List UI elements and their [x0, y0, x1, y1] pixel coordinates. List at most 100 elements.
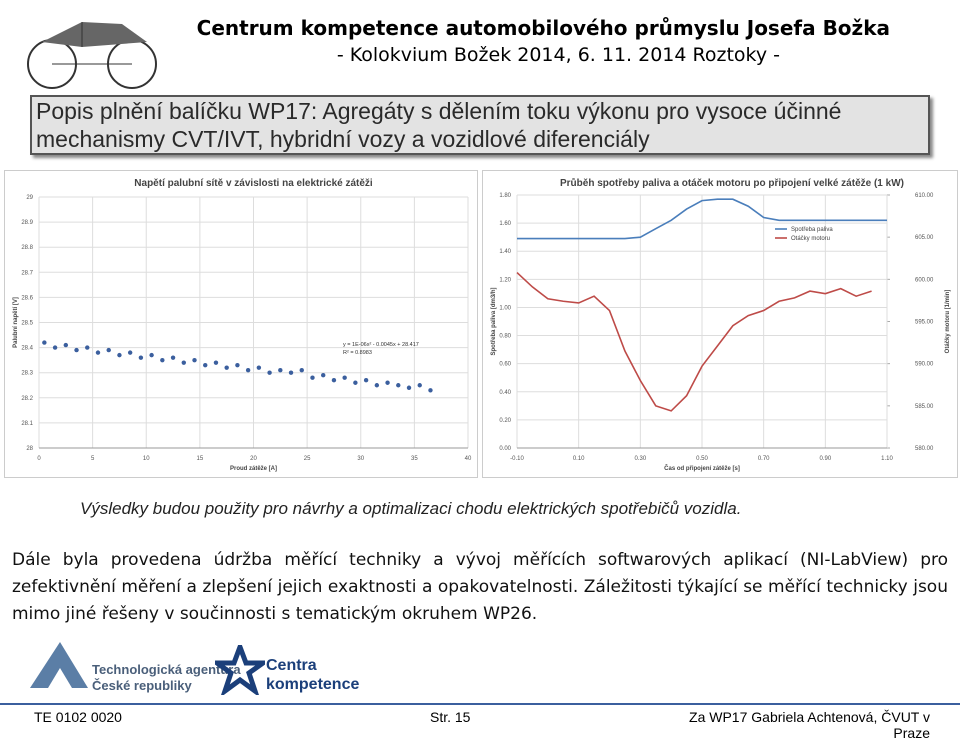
- x-axis-label: Proud zátěže [A]: [230, 466, 277, 472]
- point: [203, 362, 208, 368]
- point: [321, 373, 326, 378]
- y-tick-label: 28.7: [21, 270, 33, 276]
- x-tick-label: 0: [37, 456, 41, 462]
- tacr-text: Technologická agentura České republiky: [92, 662, 241, 694]
- point: [406, 385, 412, 390]
- point: [224, 365, 229, 370]
- point: [396, 383, 401, 388]
- y-tick-label: 0.40: [499, 390, 511, 396]
- point: [74, 347, 79, 353]
- point: [95, 350, 101, 355]
- point: [417, 383, 422, 388]
- x-tick-label: 0.50: [696, 456, 708, 462]
- header-subtitle: - Kolokvium Božek 2014, 6. 11. 2014 Rozt…: [336, 44, 780, 66]
- point: [310, 375, 315, 380]
- point: [288, 370, 294, 375]
- x-tick-label: 20: [250, 456, 257, 462]
- y-tick-label: 28.8: [21, 245, 33, 251]
- point: [127, 350, 133, 355]
- series-line: [516, 272, 872, 412]
- point: [385, 380, 390, 385]
- centra-line: kompetence: [266, 676, 360, 693]
- point: [235, 362, 240, 368]
- series-line: [517, 198, 887, 240]
- x-tick-label: 0.90: [819, 456, 831, 462]
- chart-title: Průběh spotřeby paliva a otáček motoru p…: [560, 177, 904, 189]
- caption: Výsledky budou použity pro návrhy a opti…: [80, 499, 742, 518]
- point: [160, 357, 165, 363]
- x-tick-label: 5: [91, 456, 95, 462]
- y-tick-label: 28.2: [21, 396, 33, 402]
- y-tick-label: 1.00: [499, 305, 511, 311]
- chart: Průběh spotřeby paliva a otáček motoru p…: [482, 170, 958, 478]
- point: [106, 347, 111, 353]
- y-tick-label: 0.00: [499, 446, 511, 452]
- y2-tick-label: 580.00: [915, 446, 934, 452]
- centra-line: Centra: [266, 657, 317, 674]
- point: [245, 367, 251, 373]
- annotation: R² = 0.8983: [343, 350, 372, 356]
- y2-axis-label: Otáčky motoru [1/min]: [945, 290, 951, 354]
- footer-left: TE 0102 0020: [34, 709, 122, 725]
- y-tick-label: 28.3: [21, 371, 33, 377]
- y-tick-label: 28.5: [21, 321, 33, 327]
- tacr-logo: [30, 642, 88, 688]
- chart: Napětí palubní sítě v závislosti na elek…: [4, 170, 478, 478]
- point: [42, 340, 47, 345]
- y2-tick-label: 585.00: [915, 404, 934, 410]
- y-tick-label: 28.6: [21, 295, 33, 301]
- banner: Popis plnění balíčku WP17: Agregáty s dě…: [30, 95, 930, 155]
- point: [278, 367, 283, 373]
- point: [331, 378, 337, 383]
- y-tick-label: 28.4: [21, 346, 33, 352]
- point: [138, 355, 144, 360]
- x-tick-label: 35: [411, 456, 418, 462]
- y-tick-label: 0.60: [499, 362, 511, 368]
- y-tick-label: 28: [26, 446, 33, 452]
- x-tick-label: 0.70: [758, 456, 770, 462]
- y2-tick-label: 610.00: [915, 193, 934, 199]
- point: [267, 370, 272, 375]
- centra-logo: [215, 645, 265, 695]
- y-tick-label: 1.20: [499, 277, 511, 283]
- legend-label: Spotřeba paliva: [791, 227, 833, 233]
- y2-tick-label: 600.00: [915, 277, 934, 283]
- point: [299, 367, 304, 373]
- legend-label: Otáčky motoru: [791, 236, 830, 242]
- tacr-line: Technologická agentura: [92, 662, 241, 677]
- x-tick-label: -0.10: [510, 456, 524, 462]
- body-text: Dále byla provedena údržba měřící techni…: [12, 550, 948, 624]
- x-tick-label: 0.10: [573, 456, 585, 462]
- y-tick-label: 1.60: [499, 221, 511, 227]
- x-tick-label: 0.30: [634, 456, 646, 462]
- point: [181, 360, 186, 365]
- point: [353, 380, 358, 385]
- x-tick-label: 25: [304, 456, 311, 462]
- y-tick-label: 28.9: [21, 220, 33, 226]
- header-logo: [27, 22, 157, 89]
- x-tick-label: 30: [357, 456, 364, 462]
- x-tick-label: 10: [143, 456, 150, 462]
- point: [256, 365, 262, 370]
- y2-tick-label: 595.00: [915, 320, 934, 326]
- x-tick-label: 1.10: [881, 456, 893, 462]
- y-axis-label: Spotřeba paliva [dm3/h]: [491, 287, 497, 355]
- tacr-line: České republiky: [92, 678, 192, 693]
- x-axis-label: Čas od připojení zátěže [s]: [664, 465, 740, 472]
- y-tick-label: 28.1: [21, 421, 33, 427]
- point: [52, 345, 58, 350]
- point: [149, 352, 154, 358]
- y-tick-label: 0.80: [499, 334, 511, 340]
- y-tick-label: 1.40: [499, 249, 511, 255]
- point: [63, 342, 69, 348]
- chart-title: Napětí palubní sítě v závislosti na elek…: [134, 178, 373, 189]
- point: [374, 383, 380, 388]
- point: [428, 388, 433, 393]
- point: [363, 378, 369, 383]
- point: [170, 355, 176, 360]
- point: [117, 352, 122, 358]
- x-tick-label: 40: [465, 456, 472, 462]
- y-tick-label: 1.80: [499, 193, 511, 199]
- y-tick-label: 0.20: [499, 418, 511, 424]
- point: [213, 360, 219, 365]
